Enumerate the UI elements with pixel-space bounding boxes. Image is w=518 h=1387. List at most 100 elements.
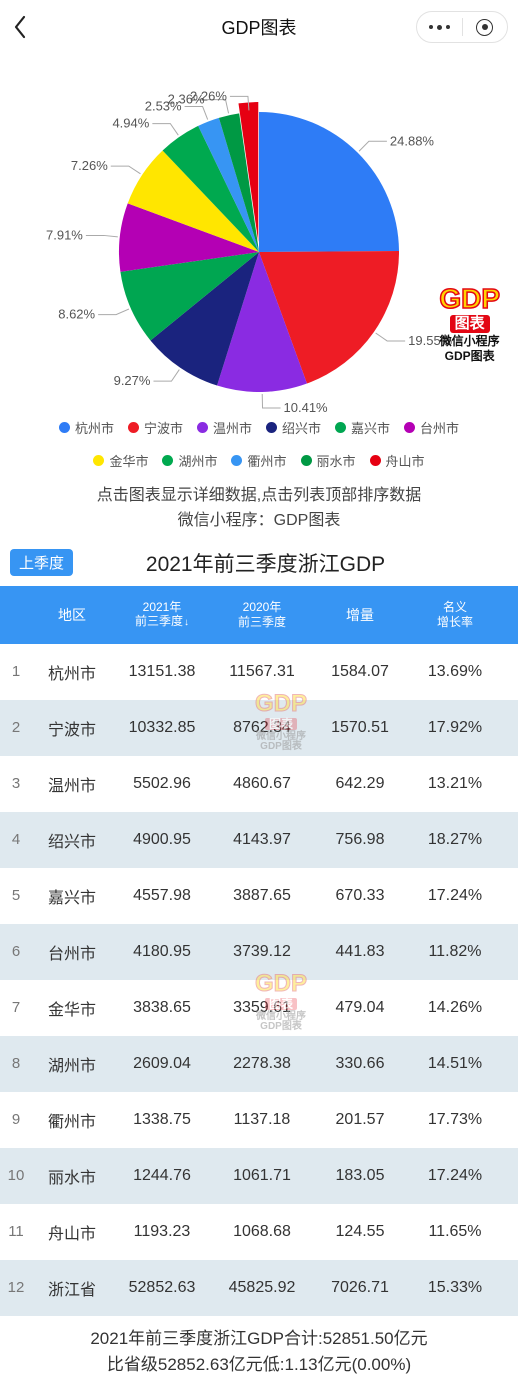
- cell-rate: 14.51%: [408, 1055, 502, 1073]
- table-row[interactable]: 4绍兴市4900.954143.97756.9818.27%: [0, 812, 518, 868]
- pie-slice-label: 4.94%: [112, 116, 149, 131]
- cell-city: 丽水市: [32, 1164, 112, 1188]
- table-row[interactable]: 2宁波市10332.858762.341570.5117.92%GDP图表微信小…: [0, 700, 518, 756]
- gdp-table: 地区 2021年 前三季度↓ 2020年 前三季度 增量 名义 增长率 1杭州市…: [0, 586, 518, 1316]
- th-delta[interactable]: 增量: [312, 605, 408, 625]
- table-row[interactable]: 1杭州市13151.3811567.311584.0713.69%: [0, 644, 518, 700]
- legend-dot-icon: [404, 422, 415, 433]
- pie-slice[interactable]: [259, 112, 399, 252]
- pie-slice-label: 8.62%: [58, 307, 95, 322]
- legend-item[interactable]: 衢州市: [231, 451, 286, 470]
- cell-2020: 1137.18: [212, 1111, 312, 1129]
- table-row[interactable]: 12浙江省52852.6345825.927026.7115.33%: [0, 1260, 518, 1316]
- legend-dot-icon: [335, 422, 346, 433]
- legend-item[interactable]: 嘉兴市: [335, 418, 390, 437]
- cell-rate: 17.24%: [408, 1167, 502, 1185]
- cell-2020: 1061.71: [212, 1167, 312, 1185]
- caption-line1: 点击图表显示详细数据,点击列表顶部排序数据: [0, 484, 518, 509]
- cell-index: 11: [0, 1223, 32, 1240]
- cell-2020: 3887.65: [212, 887, 312, 905]
- th-rate[interactable]: 名义 增长率: [408, 600, 502, 629]
- table-row[interactable]: 5嘉兴市4557.983887.65670.3317.24%: [0, 868, 518, 924]
- table-row[interactable]: 7金华市3838.653359.61479.0414.26%GDP图表微信小程序…: [0, 980, 518, 1036]
- th-region[interactable]: 地区: [32, 605, 112, 625]
- th-2020[interactable]: 2020年 前三季度: [212, 600, 312, 629]
- cell-index: 5: [0, 887, 32, 904]
- cell-2021: 1338.75: [112, 1111, 212, 1129]
- legend-dot-icon: [59, 422, 70, 433]
- table-row[interactable]: 3温州市5502.964860.67642.2913.21%: [0, 756, 518, 812]
- legend-label: 台州市: [420, 418, 459, 437]
- table-title: 2021年前三季度浙江GDP: [73, 548, 508, 578]
- cell-delta: 330.66: [312, 1055, 408, 1073]
- table-row[interactable]: 8湖州市2609.042278.38330.6614.51%: [0, 1036, 518, 1092]
- watermark-line1: 微信小程序: [439, 335, 500, 348]
- cell-2020: 11567.31: [212, 663, 312, 681]
- legend-item[interactable]: 温州市: [197, 418, 252, 437]
- cell-delta: 1570.51: [312, 719, 408, 737]
- cell-2021: 4900.95: [112, 831, 212, 849]
- table-row[interactable]: 6台州市4180.953739.12441.8311.82%: [0, 924, 518, 980]
- cell-2021: 1193.23: [112, 1223, 212, 1241]
- watermark-line2: GDP图表: [439, 350, 500, 363]
- legend-item[interactable]: 湖州市: [162, 451, 217, 470]
- cell-rate: 14.26%: [408, 999, 502, 1017]
- cell-index: 10: [0, 1167, 32, 1184]
- pie-chart[interactable]: 24.88%19.55%10.41%9.27%8.62%7.91%7.26%4.…: [0, 54, 518, 412]
- cell-city: 温州市: [32, 772, 112, 796]
- miniprogram-capsule[interactable]: [416, 11, 508, 43]
- cell-2021: 2609.04: [112, 1055, 212, 1073]
- legend-item[interactable]: 杭州市: [59, 418, 114, 437]
- table-row[interactable]: 9衢州市1338.751137.18201.5717.73%: [0, 1092, 518, 1148]
- legend-item[interactable]: 台州市: [404, 418, 459, 437]
- cell-city: 杭州市: [32, 660, 112, 684]
- chart-caption: 点击图表显示详细数据,点击列表顶部排序数据 微信小程序：GDP图表: [0, 484, 518, 534]
- cell-2020: 8762.34: [212, 719, 312, 737]
- cell-2020: 3359.61: [212, 999, 312, 1017]
- cell-2021: 3838.65: [112, 999, 212, 1017]
- legend-item[interactable]: 金华市: [93, 451, 148, 470]
- cell-index: 12: [0, 1279, 32, 1296]
- table-title-row: 上季度 2021年前三季度浙江GDP: [0, 548, 518, 578]
- watermark-box: 图表: [450, 315, 490, 334]
- cell-delta: 441.83: [312, 943, 408, 961]
- table-row[interactable]: 11舟山市1193.231068.68124.5511.65%: [0, 1204, 518, 1260]
- prev-quarter-button[interactable]: 上季度: [10, 549, 73, 576]
- legend-label: 嘉兴市: [351, 418, 390, 437]
- legend-item[interactable]: 丽水市: [301, 451, 356, 470]
- cell-index: 3: [0, 775, 32, 792]
- legend-dot-icon: [93, 455, 104, 466]
- pie-slice-label: 9.27%: [114, 373, 151, 388]
- table-header[interactable]: 地区 2021年 前三季度↓ 2020年 前三季度 增量 名义 增长率: [0, 586, 518, 644]
- cell-rate: 17.73%: [408, 1111, 502, 1129]
- cell-delta: 642.29: [312, 775, 408, 793]
- cell-2020: 4860.67: [212, 775, 312, 793]
- legend-item[interactable]: 宁波市: [128, 418, 183, 437]
- cell-index: 7: [0, 999, 32, 1016]
- cell-rate: 11.82%: [408, 943, 502, 961]
- watermark-gdp: GDP: [439, 284, 500, 315]
- cell-index: 4: [0, 831, 32, 848]
- cell-index: 1: [0, 663, 32, 680]
- cell-city: 绍兴市: [32, 828, 112, 852]
- cell-delta: 124.55: [312, 1223, 408, 1241]
- caption-line2: 微信小程序：GDP图表: [0, 509, 518, 534]
- capsule-close-icon[interactable]: [463, 12, 508, 42]
- th-2021[interactable]: 2021年 前三季度↓: [112, 600, 212, 629]
- cell-city: 嘉兴市: [32, 884, 112, 908]
- cell-rate: 17.92%: [408, 719, 502, 737]
- pie-slice-label: 24.88%: [390, 133, 435, 148]
- legend-dot-icon: [128, 422, 139, 433]
- legend-label: 金华市: [109, 451, 148, 470]
- cell-index: 2: [0, 719, 32, 736]
- table-row[interactable]: 10丽水市1244.761061.71183.0517.24%: [0, 1148, 518, 1204]
- table-body: 1杭州市13151.3811567.311584.0713.69%2宁波市103…: [0, 644, 518, 1316]
- pie-slice-label: 7.26%: [71, 158, 108, 173]
- legend-item[interactable]: 舟山市: [370, 451, 425, 470]
- cell-2021: 10332.85: [112, 719, 212, 737]
- legend-label: 绍兴市: [282, 418, 321, 437]
- top-bar: GDP图表: [0, 0, 518, 54]
- legend-dot-icon: [162, 455, 173, 466]
- capsule-more-icon[interactable]: [417, 12, 462, 42]
- legend-item[interactable]: 绍兴市: [266, 418, 321, 437]
